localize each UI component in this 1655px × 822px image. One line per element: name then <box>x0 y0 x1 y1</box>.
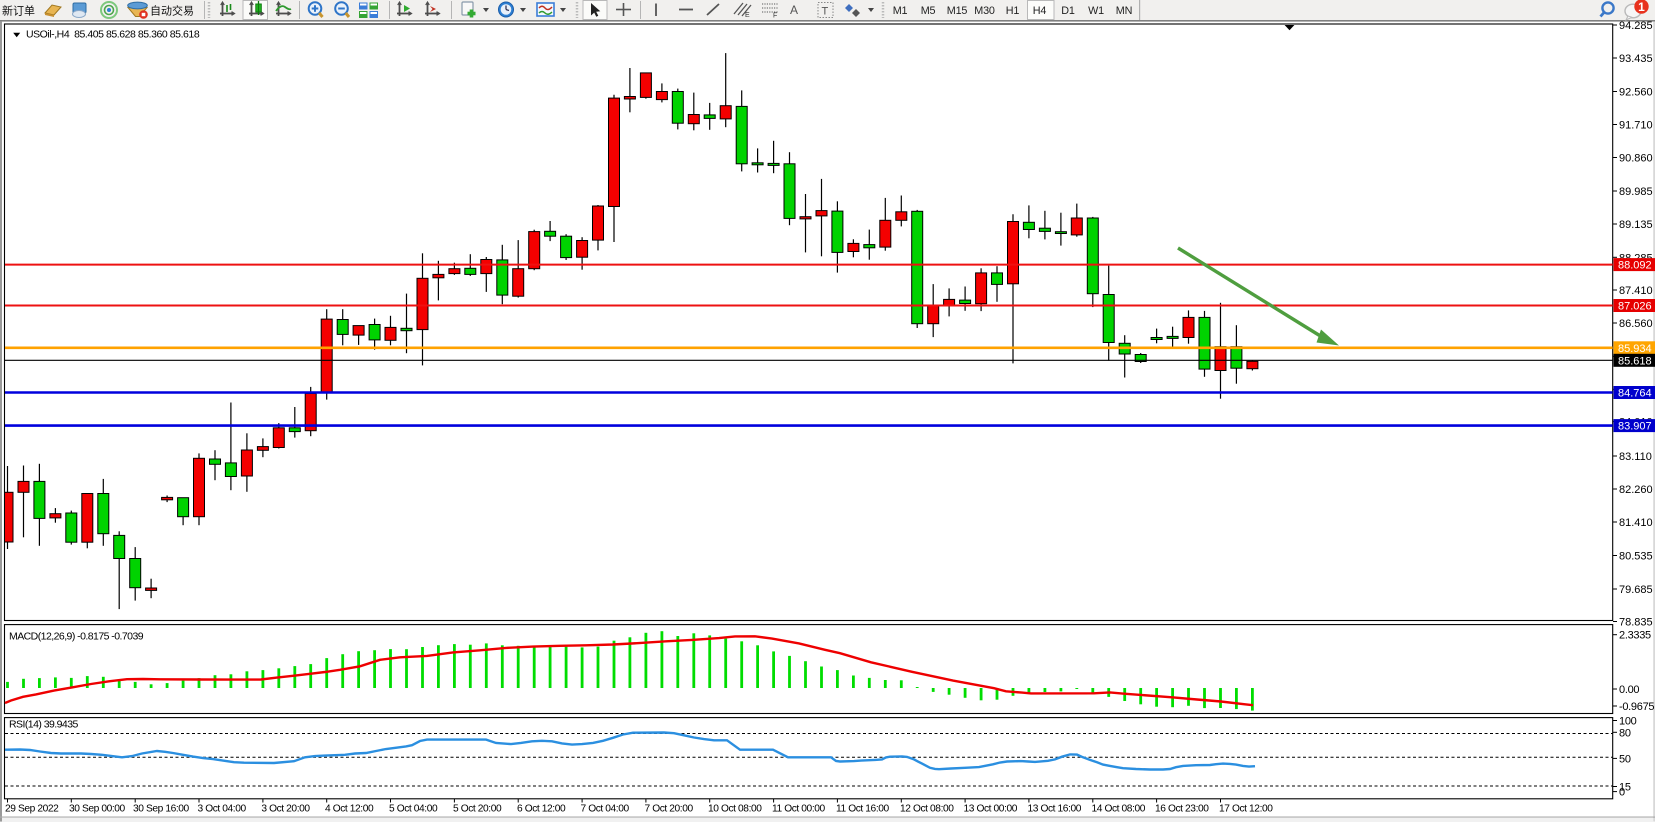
svg-text:79.685: 79.685 <box>1619 584 1653 596</box>
svg-text:RSI(14) 39.9435: RSI(14) 39.9435 <box>9 719 79 731</box>
svg-text:5 Oct 20:00: 5 Oct 20:00 <box>453 804 502 815</box>
svg-text:11 Oct 00:00: 11 Oct 00:00 <box>772 804 826 815</box>
svg-text:87.410: 87.410 <box>1619 285 1653 297</box>
svg-text:-0.9675: -0.9675 <box>1619 701 1654 713</box>
svg-text:80.535: 80.535 <box>1619 551 1653 563</box>
svg-text:16 Oct 23:00: 16 Oct 23:00 <box>1155 804 1209 815</box>
svg-text:0: 0 <box>1619 787 1625 799</box>
svg-text:85.934: 85.934 <box>1618 343 1652 355</box>
svg-text:7 Oct 04:00: 7 Oct 04:00 <box>581 804 630 815</box>
svg-text:50: 50 <box>1619 753 1631 765</box>
svg-text:A: A <box>790 3 798 17</box>
svg-text:M1: M1 <box>893 5 908 17</box>
svg-text:M30: M30 <box>974 5 995 17</box>
svg-text:D1: D1 <box>1061 5 1075 17</box>
svg-text:91.710: 91.710 <box>1619 120 1653 132</box>
svg-text:81.410: 81.410 <box>1619 517 1653 529</box>
svg-text:1: 1 <box>1638 0 1645 14</box>
svg-text:USOil-,H4 85.405 85.628 85.36: USOil-,H4 85.405 85.628 85.360 85.618 <box>26 29 200 41</box>
svg-text:11 Oct 16:00: 11 Oct 16:00 <box>836 804 890 815</box>
svg-text:自动交易: 自动交易 <box>150 4 194 18</box>
svg-text:89.135: 89.135 <box>1619 219 1653 231</box>
svg-text:6 Oct 12:00: 6 Oct 12:00 <box>517 804 566 815</box>
svg-text:82.260: 82.260 <box>1619 484 1653 496</box>
svg-text:14 Oct 08:00: 14 Oct 08:00 <box>1092 804 1146 815</box>
svg-text:30 Sep 00:00: 30 Sep 00:00 <box>69 804 126 815</box>
svg-text:F: F <box>773 13 777 20</box>
svg-text:H4: H4 <box>1033 5 1047 17</box>
svg-text:3 Oct 20:00: 3 Oct 20:00 <box>261 804 310 815</box>
svg-text:新订单: 新订单 <box>2 4 35 18</box>
svg-text:90.860: 90.860 <box>1619 153 1653 165</box>
svg-text:0.00: 0.00 <box>1619 684 1639 696</box>
svg-text:85.618: 85.618 <box>1618 355 1652 367</box>
svg-text:MACD(12,26,9) -0.8175 -0.7039: MACD(12,26,9) -0.8175 -0.7039 <box>9 631 144 643</box>
svg-text:83.907: 83.907 <box>1618 421 1652 433</box>
svg-text:92.560: 92.560 <box>1619 87 1653 99</box>
svg-text:84.764: 84.764 <box>1618 388 1652 400</box>
svg-text:MN: MN <box>1116 5 1132 17</box>
svg-text:86.560: 86.560 <box>1619 318 1653 330</box>
svg-text:T: T <box>822 6 829 18</box>
svg-text:83.110: 83.110 <box>1619 451 1652 463</box>
svg-text:80: 80 <box>1619 727 1631 739</box>
svg-text:H1: H1 <box>1006 5 1020 17</box>
svg-text:87.026: 87.026 <box>1618 301 1652 313</box>
svg-text:93.435: 93.435 <box>1619 53 1653 65</box>
svg-text:3 Oct 04:00: 3 Oct 04:00 <box>198 804 247 815</box>
svg-text:W1: W1 <box>1088 5 1104 17</box>
svg-text:10 Oct 08:00: 10 Oct 08:00 <box>708 804 762 815</box>
svg-text:78.835: 78.835 <box>1619 617 1653 629</box>
svg-text:M5: M5 <box>921 5 936 17</box>
svg-text:15: 15 <box>1619 782 1631 794</box>
svg-text:88.092: 88.092 <box>1618 260 1652 272</box>
svg-text:2.3335: 2.3335 <box>1619 630 1651 642</box>
svg-text:M15: M15 <box>947 5 968 17</box>
svg-text:7 Oct 20:00: 7 Oct 20:00 <box>645 804 694 815</box>
svg-text:30 Sep 16:00: 30 Sep 16:00 <box>133 804 190 815</box>
svg-text:94.285: 94.285 <box>1619 20 1653 32</box>
svg-text:17 Oct 12:00: 17 Oct 12:00 <box>1219 804 1273 815</box>
svg-text:13 Oct 00:00: 13 Oct 00:00 <box>964 804 1018 815</box>
svg-text:4 Oct 12:00: 4 Oct 12:00 <box>325 804 374 815</box>
svg-text:5 Oct 04:00: 5 Oct 04:00 <box>389 804 438 815</box>
svg-text:29 Sep 2022: 29 Sep 2022 <box>5 804 59 815</box>
svg-text:100: 100 <box>1619 716 1637 728</box>
svg-text:E: E <box>745 12 750 19</box>
svg-text:89.985: 89.985 <box>1619 186 1653 198</box>
svg-text:13 Oct 16:00: 13 Oct 16:00 <box>1028 804 1082 815</box>
svg-text:12 Oct 08:00: 12 Oct 08:00 <box>900 804 954 815</box>
